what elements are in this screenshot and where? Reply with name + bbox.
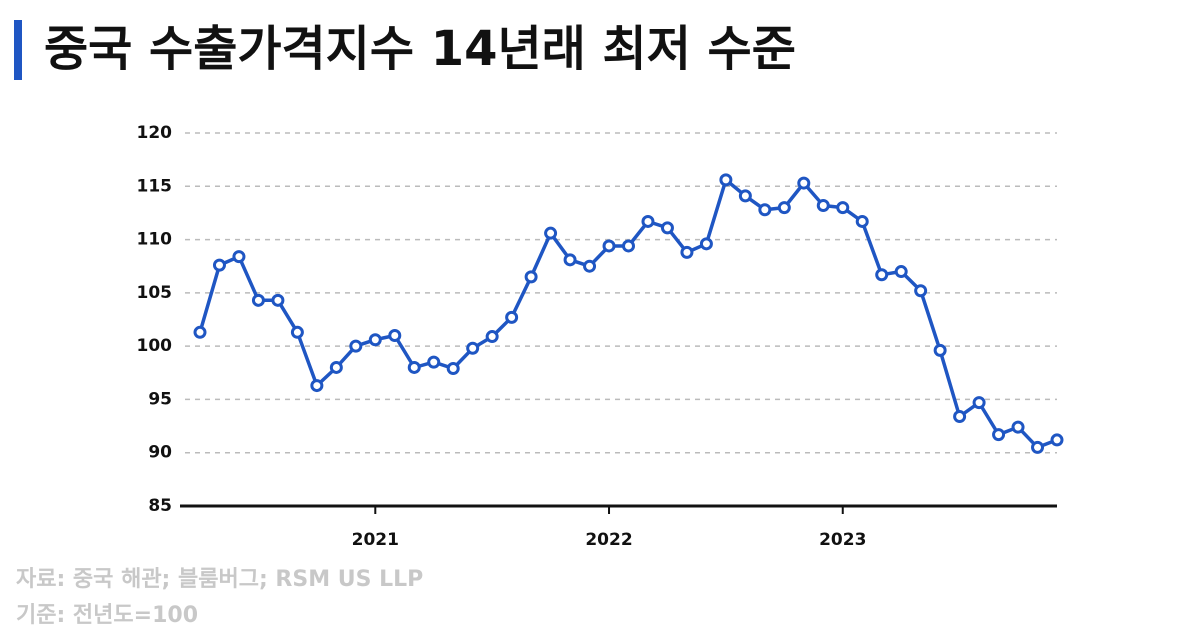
point [485, 330, 499, 344]
chart-title: 중국 수출가격지수 14년래 최저 수준 [44, 21, 796, 77]
point [466, 341, 480, 355]
point [622, 239, 635, 253]
point [388, 328, 402, 342]
point [738, 189, 752, 203]
point [894, 265, 908, 279]
y-tick-label: 90 [148, 443, 172, 463]
point [583, 259, 597, 273]
y-tick-label: 85 [148, 496, 172, 516]
point [193, 325, 207, 339]
point [290, 325, 304, 339]
point [563, 253, 577, 267]
point [602, 239, 616, 253]
point [699, 237, 713, 251]
x-tick-label: 2022 [585, 530, 632, 550]
title-accent [14, 20, 22, 80]
point [992, 428, 1006, 442]
point [505, 310, 519, 324]
point [251, 293, 265, 307]
point [797, 176, 811, 190]
source: 자료: 중국 해관; 블룸버그; RSM US LLP [16, 567, 423, 592]
y-tick-label: 100 [137, 336, 173, 356]
point [1011, 420, 1025, 434]
point [660, 221, 674, 235]
point [212, 258, 226, 272]
y-tick-label: 105 [137, 283, 173, 303]
point [777, 201, 791, 215]
point [836, 201, 850, 215]
point [544, 226, 558, 240]
y-tick-label: 110 [137, 230, 173, 250]
point [349, 339, 363, 353]
point [758, 203, 772, 217]
point [368, 333, 382, 347]
point [271, 293, 285, 307]
point [232, 250, 246, 264]
point [427, 355, 441, 369]
line [198, 178, 1058, 450]
x-tick-label: 2021 [352, 530, 399, 550]
point [310, 379, 324, 393]
point [1031, 440, 1045, 454]
point [914, 284, 928, 298]
y-tick-label: 120 [137, 123, 173, 143]
point [855, 214, 869, 228]
point [875, 268, 889, 282]
point [719, 173, 733, 187]
point [953, 409, 967, 423]
y-tick-label: 95 [148, 389, 172, 409]
point [407, 360, 421, 374]
point [524, 270, 538, 284]
point [1050, 433, 1064, 447]
y-tick-label: 115 [137, 176, 173, 196]
point [641, 214, 655, 228]
point [680, 245, 694, 259]
x-tick-label: 2023 [819, 530, 866, 550]
point [329, 360, 343, 374]
note: 기준: 전년도=100 [16, 603, 198, 628]
point [933, 343, 947, 357]
point [446, 362, 460, 376]
point [972, 396, 986, 410]
point [816, 198, 830, 212]
